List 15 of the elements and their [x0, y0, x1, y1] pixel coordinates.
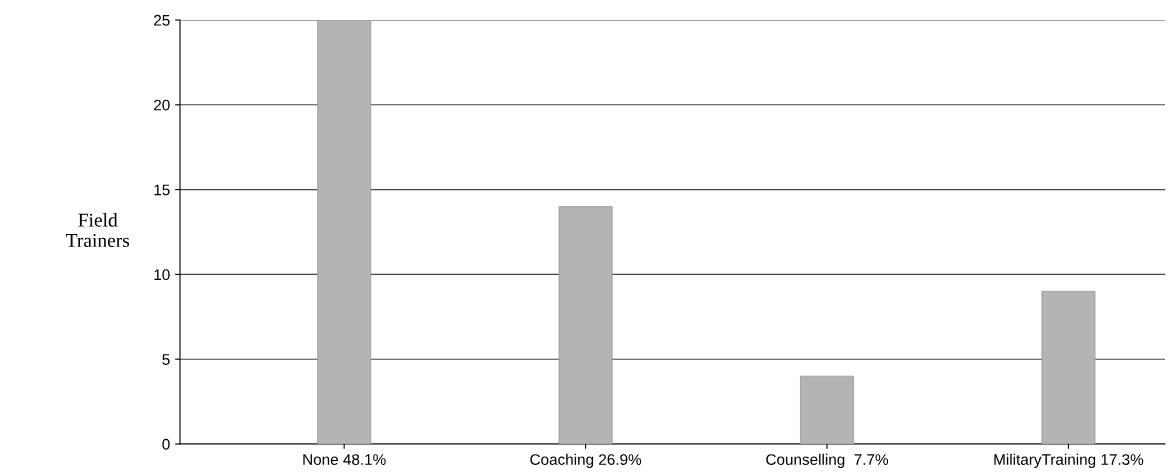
- bar: [558, 206, 613, 444]
- y-tick-label: 15: [154, 184, 170, 196]
- y-tick-label: 20: [154, 99, 170, 111]
- bar: [1041, 290, 1096, 444]
- bar: [800, 375, 854, 444]
- y-tick-label: 5: [162, 354, 170, 365]
- y-axis-title: Field Trainers: [66, 213, 130, 248]
- x-tick-label: Coaching 26.9%: [530, 453, 642, 468]
- y-tick-label: 0: [162, 438, 170, 450]
- y-tick-label: 25: [154, 14, 170, 26]
- x-tick-label: MilitaryTraining 17.3%: [994, 453, 1144, 468]
- x-tick-label: None 48.1%: [303, 454, 386, 465]
- y-tick-label: 10: [154, 269, 170, 281]
- bar: [317, 20, 372, 444]
- x-tick-label: Counselling 7.7%: [766, 453, 889, 468]
